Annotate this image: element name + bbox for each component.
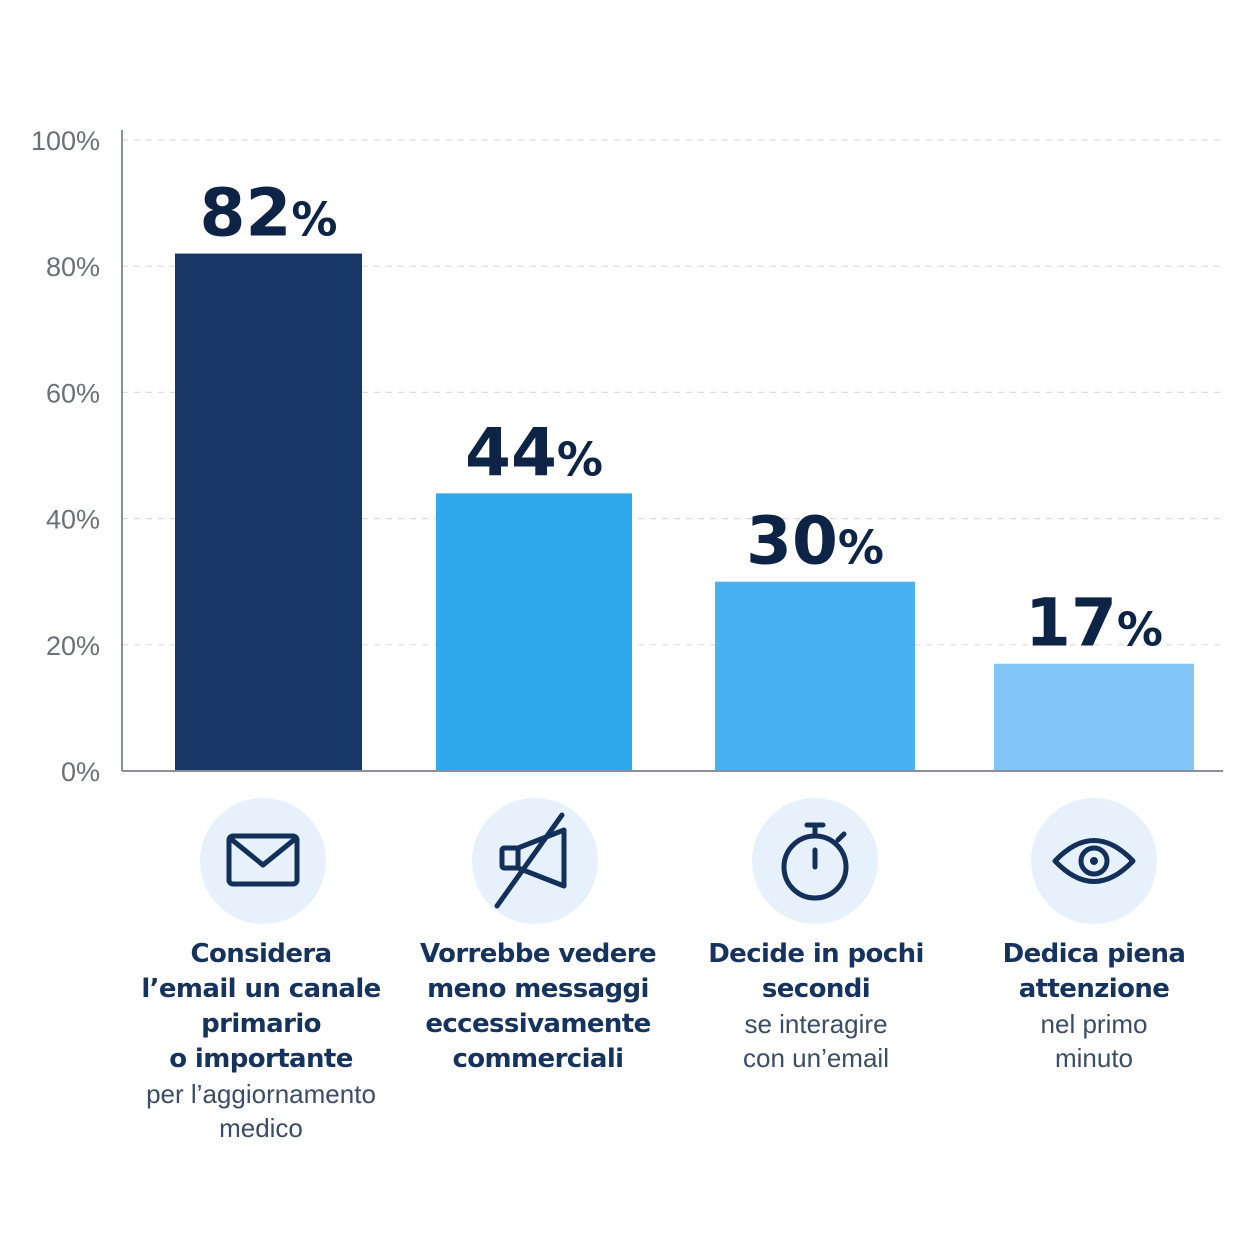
y-tick-label: 80% xyxy=(46,252,100,282)
category-label: Considera l’email un canale primario o i… xyxy=(126,937,396,1145)
value-label: 82% xyxy=(200,175,338,252)
y-tick-label: 0% xyxy=(61,757,100,787)
stopwatch-icon xyxy=(752,798,878,924)
muted-megaphone-icon xyxy=(472,798,598,924)
bars xyxy=(175,253,1194,771)
bar-chart: 0% 20% 40% 60% 80% 100% 82% 44% 30% 17% xyxy=(31,126,1223,787)
bar xyxy=(994,663,1194,771)
envelope-icon xyxy=(200,798,326,924)
category-subtitle: per l’aggiornamento medico xyxy=(146,1079,376,1143)
value-label: 17% xyxy=(1025,585,1163,662)
y-tick-label: 60% xyxy=(46,378,100,408)
y-tick-label: 100% xyxy=(31,126,100,156)
value-label: 44% xyxy=(465,414,603,491)
category-label: Dedica piena attenzione nel primo minuto xyxy=(959,937,1229,1075)
y-tick-label: 20% xyxy=(46,631,100,661)
category-title: Considera l’email un canale primario o i… xyxy=(141,939,381,1074)
y-axis-ticks: 0% 20% 40% 60% 80% 100% xyxy=(31,126,100,787)
y-tick-label: 40% xyxy=(46,505,100,535)
eye-icon xyxy=(1031,798,1157,924)
bar xyxy=(715,581,915,771)
category-subtitle: se interagire con un’email xyxy=(743,1009,889,1073)
category-label: Decide in pochi secondi se interagire co… xyxy=(681,937,951,1075)
category-subtitle: nel primo minuto xyxy=(1040,1009,1148,1073)
bar xyxy=(175,253,362,771)
category-title: Dedica piena attenzione xyxy=(1002,939,1186,1004)
value-labels: 82% 44% 30% 17% xyxy=(200,175,1163,662)
value-label: 30% xyxy=(746,503,884,580)
category-label: Vorrebbe vedere meno messaggi eccessivam… xyxy=(403,937,673,1077)
category-title: Vorrebbe vedere meno messaggi eccessivam… xyxy=(419,939,657,1074)
bar xyxy=(436,493,632,771)
category-title: Decide in pochi secondi xyxy=(708,939,924,1004)
